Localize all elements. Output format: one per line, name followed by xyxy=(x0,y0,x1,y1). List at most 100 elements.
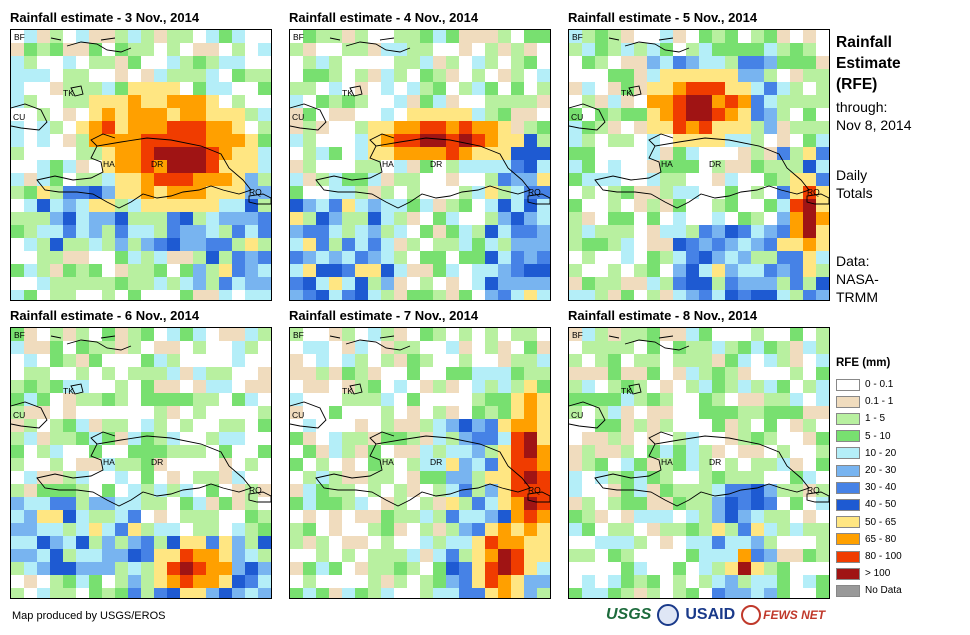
rfe-cell xyxy=(524,406,537,419)
rfe-cell xyxy=(673,82,686,95)
rfe-cell xyxy=(803,290,816,300)
rfe-cell xyxy=(24,575,37,588)
rfe-cell xyxy=(764,562,777,575)
rfe-cell xyxy=(76,95,89,108)
map-label-bf: BF xyxy=(293,330,304,340)
rfe-cell xyxy=(232,30,245,43)
map-label-ha: HA xyxy=(103,159,115,169)
rfe-cell xyxy=(446,549,459,562)
rfe-cell xyxy=(446,445,459,458)
rfe-cell xyxy=(511,419,524,432)
legend-item: 1 - 5 xyxy=(836,412,885,425)
rfe-cell xyxy=(777,212,790,225)
rfe-cell xyxy=(712,380,725,393)
rfe-cell xyxy=(537,575,550,588)
rfe-cell xyxy=(459,458,472,471)
rfe-cell xyxy=(498,160,511,173)
rfe-cell xyxy=(141,549,154,562)
rfe-cell xyxy=(790,225,803,238)
rfe-cell xyxy=(764,199,777,212)
rfe-cell xyxy=(102,108,115,121)
rfe-cell xyxy=(608,406,621,419)
rfe-cell xyxy=(803,43,816,56)
rfe-cell xyxy=(394,277,407,290)
rfe-cell xyxy=(63,134,76,147)
rfe-cell xyxy=(342,238,355,251)
rfe-cell xyxy=(50,549,63,562)
rfe-cell xyxy=(433,95,446,108)
rfe-cell xyxy=(673,199,686,212)
rfe-cell xyxy=(394,147,407,160)
rfe-cell xyxy=(699,458,712,471)
rfe-cell xyxy=(537,406,550,419)
rfe-cell xyxy=(180,251,193,264)
rfe-cell xyxy=(790,186,803,199)
rfe-cell xyxy=(245,290,258,300)
map-label-ha: HA xyxy=(382,159,394,169)
rfe-cell xyxy=(206,160,219,173)
rfe-cell xyxy=(141,588,154,598)
rfe-cell xyxy=(433,380,446,393)
rfe-cell xyxy=(381,277,394,290)
rfe-cell xyxy=(647,393,660,406)
rfe-cell xyxy=(751,186,764,199)
rfe-cell xyxy=(193,445,206,458)
rfe-cell xyxy=(686,536,699,549)
rfe-cell xyxy=(219,160,232,173)
rfe-cell xyxy=(381,121,394,134)
rfe-cell xyxy=(180,134,193,147)
coastline xyxy=(527,491,550,503)
rfe-cell xyxy=(102,225,115,238)
coastline xyxy=(36,137,252,209)
rfe-cell xyxy=(446,160,459,173)
rfe-cell xyxy=(816,432,829,445)
rfe-cell xyxy=(50,458,63,471)
rfe-cell xyxy=(368,121,381,134)
rfe-cell xyxy=(193,588,206,598)
rfe-cell xyxy=(206,199,219,212)
rfe-cell xyxy=(11,341,24,354)
rfe-cell xyxy=(303,471,316,484)
rfe-cell xyxy=(511,510,524,523)
rfe-cell xyxy=(472,264,485,277)
rfe-cell xyxy=(647,121,660,134)
rfe-cell xyxy=(37,30,50,43)
rfe-cell xyxy=(37,69,50,82)
rfe-cell xyxy=(141,367,154,380)
rfe-cell xyxy=(790,354,803,367)
rfe-cell xyxy=(524,562,537,575)
legend-label: 50 - 65 xyxy=(865,516,897,528)
rfe-cell xyxy=(621,367,634,380)
rfe-cell xyxy=(180,328,193,341)
rfe-cell xyxy=(446,69,459,82)
rfe-cell xyxy=(446,108,459,121)
rfe-cell xyxy=(433,562,446,575)
rfe-cell xyxy=(381,43,394,56)
rfe-cell xyxy=(686,121,699,134)
rfe-cell xyxy=(342,367,355,380)
rfe-cell xyxy=(76,134,89,147)
rfe-cell xyxy=(498,251,511,264)
rfe-cell xyxy=(660,108,673,121)
rfe-cell xyxy=(686,82,699,95)
rfe-cell xyxy=(433,419,446,432)
rfe-cell xyxy=(803,95,816,108)
rfe-cell xyxy=(777,549,790,562)
rfe-cell xyxy=(355,510,368,523)
legend-label: 30 - 40 xyxy=(865,482,897,494)
rfe-cell xyxy=(154,419,167,432)
rfe-cell xyxy=(485,458,498,471)
rfe-cell xyxy=(764,95,777,108)
rfe-cell xyxy=(24,328,37,341)
rfe-cell xyxy=(673,290,686,300)
map-label-rq: RQ xyxy=(528,187,541,197)
rfe-cell xyxy=(712,225,725,238)
rfe-cell xyxy=(180,69,193,82)
rfe-cell xyxy=(816,69,829,82)
rfe-cell xyxy=(11,523,24,536)
rfe-cell xyxy=(751,251,764,264)
rfe-cell xyxy=(206,523,219,536)
rfe-cell xyxy=(193,380,206,393)
rfe-cell xyxy=(511,432,524,445)
rfe-cell xyxy=(777,95,790,108)
